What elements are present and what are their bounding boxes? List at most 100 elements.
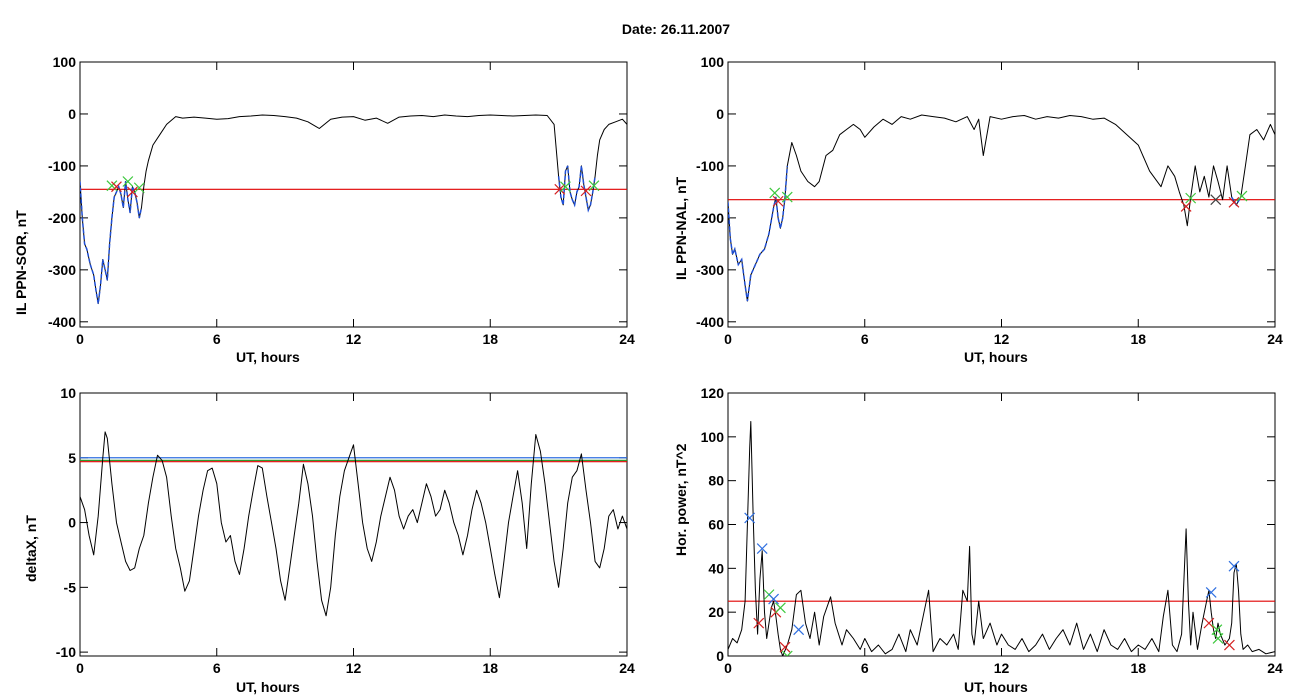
plot-frame bbox=[79, 392, 628, 657]
y-tick-label: 40 bbox=[708, 560, 724, 576]
x-tick-label: 0 bbox=[724, 660, 732, 676]
y-tick-label: -100 bbox=[696, 158, 724, 174]
x-axis-label: UT, hours bbox=[236, 679, 300, 695]
series-line bbox=[80, 114, 627, 305]
x-tick-label: 6 bbox=[861, 331, 869, 347]
x-axis-label: UT, hours bbox=[964, 349, 1028, 365]
event-marker bbox=[1228, 196, 1240, 208]
plot-frame bbox=[79, 61, 628, 328]
y-tick-label: 0 bbox=[68, 106, 76, 122]
y-tick-label: 20 bbox=[708, 604, 724, 620]
x-tick-label: 6 bbox=[861, 660, 869, 676]
x-tick-label: 18 bbox=[482, 660, 498, 676]
event-marker bbox=[554, 183, 566, 195]
y-tick-label: 100 bbox=[701, 429, 725, 445]
y-tick-label: -300 bbox=[48, 262, 76, 278]
x-tick-label: 6 bbox=[213, 331, 221, 347]
y-tick-label: 60 bbox=[708, 517, 724, 533]
event-marker bbox=[1223, 639, 1235, 651]
y-tick-label: 120 bbox=[701, 385, 725, 401]
y-axis-label: IL PPN-SOR, nT bbox=[13, 210, 29, 315]
panel-horizontal-power: UT, hours Hor. power, nT^2 0 6 12 18 24 120 10… bbox=[673, 385, 1283, 695]
y-tick-label: 100 bbox=[53, 54, 77, 70]
y-tick-label: 5 bbox=[68, 450, 76, 466]
figure-title: Date: 26.11.2007 bbox=[622, 21, 730, 37]
y-tick-label: -100 bbox=[48, 158, 76, 174]
event-marker bbox=[588, 180, 600, 192]
event-marker bbox=[1211, 624, 1223, 636]
event-marker bbox=[1203, 617, 1215, 629]
event-marker bbox=[122, 176, 134, 187]
event-marker bbox=[1212, 633, 1224, 644]
series-line bbox=[80, 431, 627, 617]
x-tick-label: 24 bbox=[619, 660, 635, 676]
y-tick-label: 0 bbox=[716, 648, 724, 664]
x-tick-label: 6 bbox=[213, 660, 221, 676]
event-marker bbox=[106, 180, 118, 192]
event-marker bbox=[779, 641, 791, 653]
event-marker bbox=[126, 186, 138, 198]
event-marker bbox=[772, 195, 784, 207]
plot-area bbox=[728, 114, 1275, 302]
panel-deltax: UT, hours deltaX, nT 0 6 12 18 24 10 5 0 -5 -10 bbox=[23, 385, 635, 695]
y-axis-label: Hor. power, nT^2 bbox=[673, 443, 689, 556]
panel-ppn-nal: UT, hours IL PPN-NAL, nT 0 6 12 18 24 100 0 -10… bbox=[673, 54, 1283, 365]
event-marker bbox=[1210, 194, 1222, 206]
event-marker bbox=[1180, 201, 1192, 212]
x-tick-label: 18 bbox=[1130, 331, 1146, 347]
plot-frame bbox=[727, 61, 1276, 328]
y-tick-label: -5 bbox=[64, 579, 77, 595]
event-marker bbox=[1236, 190, 1248, 202]
y-tick-label: 100 bbox=[701, 54, 725, 70]
y-tick-label: 0 bbox=[68, 515, 76, 531]
event-marker bbox=[756, 543, 768, 555]
x-tick-label: 0 bbox=[76, 660, 84, 676]
y-tick-label: -10 bbox=[56, 644, 76, 660]
y-tick-label: 0 bbox=[716, 106, 724, 122]
event-marker bbox=[560, 181, 571, 193]
event-marker bbox=[133, 182, 145, 194]
series-line bbox=[728, 421, 1275, 656]
x-tick-label: 18 bbox=[1130, 660, 1146, 676]
event-marker bbox=[580, 185, 592, 197]
event-marker bbox=[781, 191, 793, 203]
x-tick-label: 24 bbox=[1267, 331, 1283, 347]
panel-ppn-sor: UT, hours IL PPN-SOR, nT 0 6 12 18 24 100 0 -10… bbox=[13, 54, 635, 365]
event-marker bbox=[768, 593, 780, 605]
series-line bbox=[728, 114, 1275, 302]
y-axis-label: IL PPN-NAL, nT bbox=[673, 176, 689, 280]
event-marker bbox=[1228, 560, 1240, 572]
highlight-segment bbox=[728, 165, 789, 302]
x-tick-label: 24 bbox=[619, 331, 635, 347]
x-tick-label: 12 bbox=[994, 331, 1010, 347]
y-tick-label: -400 bbox=[696, 314, 724, 330]
event-marker bbox=[781, 650, 793, 656]
x-tick-label: 12 bbox=[346, 331, 362, 347]
y-tick-label: -300 bbox=[696, 262, 724, 278]
event-marker bbox=[769, 187, 781, 199]
y-tick-label: -400 bbox=[48, 314, 76, 330]
x-tick-label: 12 bbox=[346, 660, 362, 676]
y-axis-label: deltaX, nT bbox=[23, 515, 39, 582]
y-tick-label: -200 bbox=[696, 210, 724, 226]
plot-area bbox=[80, 114, 627, 305]
x-tick-label: 0 bbox=[76, 331, 84, 347]
highlight-segment bbox=[80, 181, 143, 304]
plot-area bbox=[728, 421, 1275, 656]
highlight-segment bbox=[557, 165, 596, 213]
x-tick-label: 18 bbox=[482, 331, 498, 347]
event-marker bbox=[1205, 587, 1217, 598]
event-marker bbox=[744, 512, 756, 524]
x-tick-label: 12 bbox=[994, 660, 1010, 676]
y-tick-label: 80 bbox=[708, 473, 724, 489]
event-marker bbox=[1185, 192, 1197, 204]
y-tick-label: 10 bbox=[60, 385, 76, 401]
plot-area bbox=[80, 431, 627, 617]
x-axis-label: UT, hours bbox=[236, 349, 300, 365]
x-tick-label: 24 bbox=[1267, 660, 1283, 676]
event-marker bbox=[753, 617, 765, 629]
x-axis-label: UT, hours bbox=[964, 679, 1028, 695]
x-tick-label: 0 bbox=[724, 331, 732, 347]
event-marker bbox=[774, 602, 786, 614]
